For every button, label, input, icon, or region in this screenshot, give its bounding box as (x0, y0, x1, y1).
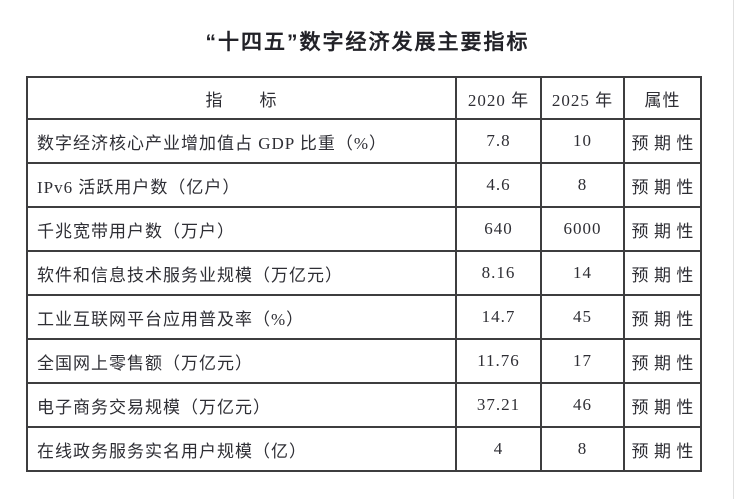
attribute-cell: 预期性 (623, 118, 702, 164)
value-2025-cell: 8 (540, 162, 625, 208)
table-row: IPv6 活跃用户数（亿户） 4.6 8 预期性 (26, 162, 702, 208)
table-row: 数字经济核心产业增加值占 GDP 比重（%） 7.8 10 预期性 (26, 118, 702, 164)
header-2025: 2025 年 (540, 76, 625, 120)
indicator-cell: 软件和信息技术服务业规模（万亿元） (26, 250, 457, 296)
value-2025-cell: 14 (540, 250, 625, 296)
indicator-cell: 在线政务服务实名用户规模（亿） (26, 426, 457, 472)
attribute-cell: 预期性 (623, 250, 702, 296)
value-2020-cell: 37.21 (455, 382, 542, 428)
value-2025-cell: 45 (540, 294, 625, 340)
value-2025-cell: 10 (540, 118, 625, 164)
header-attribute: 属性 (623, 76, 702, 120)
indicator-cell: 全国网上零售额（万亿元） (26, 338, 457, 384)
table-header-row: 指 标 2020 年 2025 年 属性 (26, 76, 702, 120)
table-row: 全国网上零售额（万亿元） 11.76 17 预期性 (26, 338, 702, 384)
attribute-cell: 预期性 (623, 294, 702, 340)
table-row: 软件和信息技术服务业规模（万亿元） 8.16 14 预期性 (26, 250, 702, 296)
value-2020-cell: 4.6 (455, 162, 542, 208)
indicator-cell: 数字经济核心产业增加值占 GDP 比重（%） (26, 118, 457, 164)
table-body: 数字经济核心产业增加值占 GDP 比重（%） 7.8 10 预期性 IPv6 活跃用户数… (26, 118, 702, 472)
indicators-table: 指 标 2020 年 2025 年 属性 数字经济核心产业增加值占 GDP 比重… (26, 76, 702, 472)
value-2020-cell: 14.7 (455, 294, 542, 340)
value-2020-cell: 640 (455, 206, 542, 252)
attribute-cell: 预期性 (623, 206, 702, 252)
page-title: “十四五”数字经济发展主要指标 (205, 31, 530, 54)
indicator-cell: IPv6 活跃用户数（亿户） (26, 162, 457, 208)
attribute-cell: 预期性 (623, 382, 702, 428)
page-edge-line (733, 0, 734, 499)
table-row: 在线政务服务实名用户规模（亿） 4 8 预期性 (26, 426, 702, 472)
value-2020-cell: 7.8 (455, 118, 542, 164)
attribute-cell: 预期性 (623, 426, 702, 472)
value-2025-cell: 17 (540, 338, 625, 384)
header-2020: 2020 年 (455, 76, 542, 120)
value-2025-cell: 46 (540, 382, 625, 428)
value-2025-cell: 8 (540, 426, 625, 472)
value-2020-cell: 4 (455, 426, 542, 472)
header-indicator: 指 标 (26, 76, 457, 120)
value-2020-cell: 11.76 (455, 338, 542, 384)
attribute-cell: 预期性 (623, 338, 702, 384)
indicator-cell: 千兆宽带用户数（万户） (26, 206, 457, 252)
indicator-cell: 电子商务交易规模（万亿元） (26, 382, 457, 428)
value-2020-cell: 8.16 (455, 250, 542, 296)
value-2025-cell: 6000 (540, 206, 625, 252)
table-row: 电子商务交易规模（万亿元） 37.21 46 预期性 (26, 382, 702, 428)
table-row: 工业互联网平台应用普及率（%） 14.7 45 预期性 (26, 294, 702, 340)
attribute-cell: 预期性 (623, 162, 702, 208)
indicator-cell: 工业互联网平台应用普及率（%） (26, 294, 457, 340)
table-row: 千兆宽带用户数（万户） 640 6000 预期性 (26, 206, 702, 252)
